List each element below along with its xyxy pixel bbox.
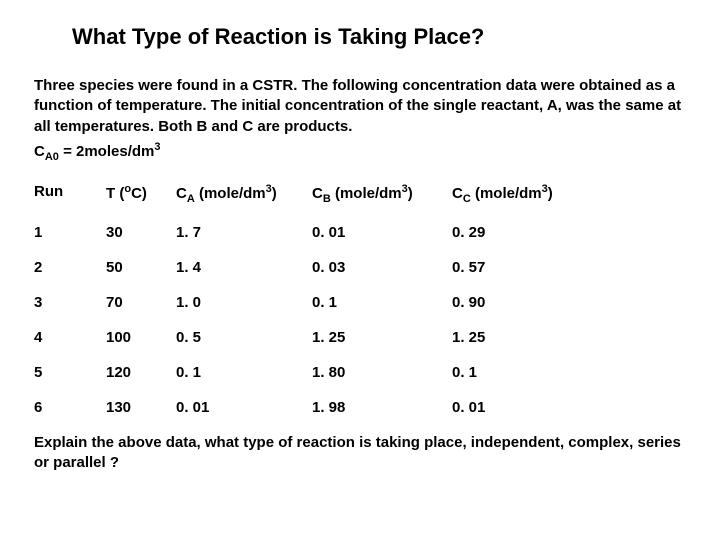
- header-run: Run: [34, 183, 106, 205]
- cell-temp: 70: [106, 294, 176, 311]
- table-row: 41000. 51. 251. 25: [34, 320, 686, 355]
- header-ca-mid: (mole/dm: [195, 185, 266, 202]
- cell-run: 6: [34, 399, 106, 416]
- table-row: 2501. 40. 030. 57: [34, 250, 686, 285]
- cell-temp: 130: [106, 399, 176, 416]
- header-ca-sub: A: [187, 193, 195, 205]
- cell-run: 5: [34, 364, 106, 381]
- cell-ca: 1. 0: [176, 294, 312, 311]
- formula-superscript: 3: [154, 141, 160, 153]
- header-temp-post: C): [131, 185, 147, 202]
- header-ca-post: ): [272, 185, 277, 202]
- table-header-row: Run T (oC) CA (mole/dm3) CB (mole/dm3) C…: [34, 177, 686, 215]
- cell-temp: 50: [106, 259, 176, 276]
- table-row: 3701. 00. 10. 90: [34, 285, 686, 320]
- formula-prefix: C: [34, 143, 45, 160]
- header-ca-pre: C: [176, 185, 187, 202]
- cell-cc: 0. 90: [452, 294, 592, 311]
- header-cb-post: ): [408, 185, 413, 202]
- formula-mid: = 2moles/dm: [59, 143, 154, 160]
- footer-question: Explain the above data, what type of rea…: [34, 433, 686, 474]
- cell-temp: 30: [106, 224, 176, 241]
- cell-cb: 0. 01: [312, 224, 452, 241]
- page-title: What Type of Reaction is Taking Place?: [72, 24, 686, 50]
- cell-cc: 0. 1: [452, 364, 592, 381]
- header-temp-pre: T (: [106, 185, 124, 202]
- cell-ca: 1. 4: [176, 259, 312, 276]
- header-cc-sub: C: [463, 193, 471, 205]
- cell-cb: 0. 03: [312, 259, 452, 276]
- header-cb-pre: C: [312, 185, 323, 202]
- initial-concentration-formula: CA0 = 2moles/dm3: [34, 141, 686, 163]
- table-row: 61300. 011. 980. 01: [34, 390, 686, 425]
- table-row: 1301. 70. 010. 29: [34, 215, 686, 250]
- header-temp: T (oC): [106, 183, 176, 205]
- header-cb-mid: (mole/dm: [331, 185, 402, 202]
- cell-temp: 100: [106, 329, 176, 346]
- cell-ca: 0. 5: [176, 329, 312, 346]
- cell-cb: 1. 25: [312, 329, 452, 346]
- header-cb-sub: B: [323, 193, 331, 205]
- header-cb: CB (mole/dm3): [312, 183, 452, 205]
- intro-paragraph: Three species were found in a CSTR. The …: [34, 76, 686, 137]
- cell-ca: 0. 01: [176, 399, 312, 416]
- cell-cc: 0. 01: [452, 399, 592, 416]
- table-body: 1301. 70. 010. 292501. 40. 030. 573701. …: [34, 215, 686, 425]
- cell-cc: 0. 29: [452, 224, 592, 241]
- cell-cb: 1. 98: [312, 399, 452, 416]
- table-row: 51200. 11. 800. 1: [34, 355, 686, 390]
- cell-run: 3: [34, 294, 106, 311]
- cell-ca: 0. 1: [176, 364, 312, 381]
- formula-subscript: A0: [45, 151, 59, 163]
- cell-cb: 1. 80: [312, 364, 452, 381]
- cell-run: 2: [34, 259, 106, 276]
- header-cc-mid: (mole/dm: [471, 185, 542, 202]
- header-cc: CC (mole/dm3): [452, 183, 592, 205]
- cell-cc: 1. 25: [452, 329, 592, 346]
- cell-temp: 120: [106, 364, 176, 381]
- cell-cc: 0. 57: [452, 259, 592, 276]
- cell-ca: 1. 7: [176, 224, 312, 241]
- header-ca: CA (mole/dm3): [176, 183, 312, 205]
- cell-run: 1: [34, 224, 106, 241]
- header-cc-post: ): [548, 185, 553, 202]
- cell-cb: 0. 1: [312, 294, 452, 311]
- header-cc-pre: C: [452, 185, 463, 202]
- cell-run: 4: [34, 329, 106, 346]
